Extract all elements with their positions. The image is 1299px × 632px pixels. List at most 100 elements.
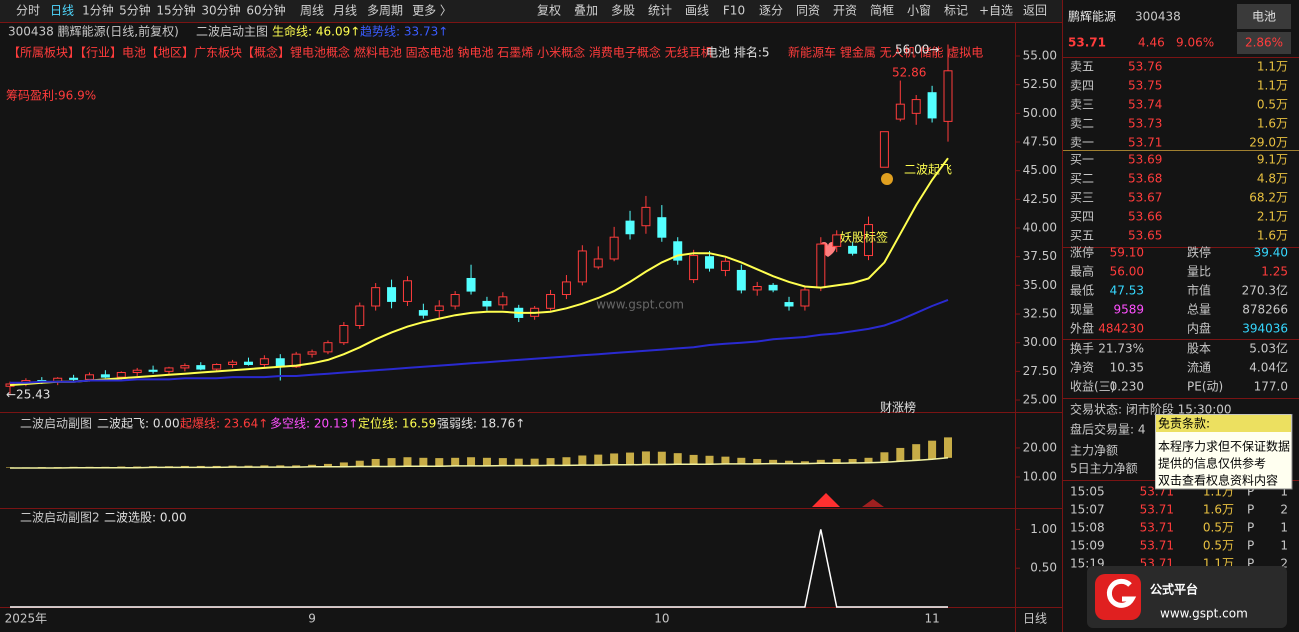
period-button[interactable]: 1分钟 bbox=[82, 3, 114, 18]
tool-button[interactable]: +自选 bbox=[979, 4, 1013, 18]
bar bbox=[419, 457, 428, 467]
candle-body bbox=[355, 305, 365, 326]
fund-value: 10.35 bbox=[1110, 361, 1144, 375]
bar bbox=[387, 458, 396, 467]
bar bbox=[530, 458, 539, 466]
tool-button[interactable]: 逐分 bbox=[759, 4, 783, 18]
bar bbox=[546, 458, 555, 466]
tooltip-line: 双击查看权息资料内容 bbox=[1158, 473, 1278, 488]
book-volume: 1.1万 bbox=[1257, 79, 1288, 93]
stat-label: 最低 bbox=[1070, 284, 1094, 298]
period-button[interactable]: 更多 〉 bbox=[412, 4, 452, 18]
period-button[interactable]: 60分钟 bbox=[246, 3, 285, 18]
sector-rank: 电池 排名:5 bbox=[706, 45, 770, 60]
watermark: www.gspt.com bbox=[596, 298, 684, 312]
signal-markers bbox=[812, 493, 884, 507]
bar bbox=[451, 457, 460, 466]
period-button[interactable]: 月线 bbox=[333, 4, 357, 18]
tool-button[interactable]: 复权 bbox=[537, 4, 561, 18]
back-button[interactable]: 返回 bbox=[1023, 4, 1047, 18]
stat-value: 39.40 bbox=[1254, 246, 1288, 260]
x-tick-label: 2025年 bbox=[5, 612, 48, 626]
tool-button[interactable]: 统计 bbox=[648, 4, 672, 18]
y-tick-label: 20.00 bbox=[1023, 440, 1057, 454]
book-label: 卖五 bbox=[1070, 60, 1094, 74]
status-text: 盘后交易量: 4 bbox=[1070, 422, 1146, 437]
candle-body bbox=[673, 241, 683, 261]
stat-label: 量比 bbox=[1187, 265, 1211, 279]
stat-value: 9589 bbox=[1113, 303, 1144, 317]
bar bbox=[816, 459, 825, 464]
bar bbox=[498, 458, 507, 466]
y-tick-label: 32.50 bbox=[1023, 307, 1057, 321]
book-volume: 2.1万 bbox=[1257, 210, 1288, 224]
candle-body bbox=[752, 286, 762, 291]
book-label: 买三 bbox=[1070, 191, 1094, 205]
stat-label: 涨停 bbox=[1070, 245, 1094, 260]
candle-body bbox=[736, 269, 746, 291]
tool-button[interactable]: 同资 bbox=[796, 4, 820, 18]
stat-label: 现量 bbox=[1070, 303, 1094, 317]
candle-body bbox=[387, 287, 397, 302]
period-button[interactable]: 15分钟 bbox=[156, 3, 195, 18]
tool-button[interactable]: 多股 bbox=[611, 4, 635, 18]
y-tick-label: 55.00 bbox=[1023, 49, 1057, 63]
tool-button[interactable]: 标记 bbox=[944, 4, 968, 18]
candle-body bbox=[657, 217, 667, 238]
candle-body bbox=[228, 361, 238, 365]
chart-header: 趋势线: 33.73↑ bbox=[360, 25, 448, 39]
bar bbox=[896, 447, 905, 462]
fund-value: 4.04亿 bbox=[1249, 360, 1288, 375]
period-button[interactable]: 30分钟 bbox=[201, 3, 240, 18]
price-change: 4.46 bbox=[1138, 36, 1165, 50]
tool-button[interactable]: F10 bbox=[723, 4, 745, 18]
period-button[interactable]: 分时 bbox=[16, 4, 40, 18]
x-tick-label: 9 bbox=[308, 612, 316, 626]
period-button[interactable]: 日线 bbox=[50, 4, 74, 18]
last-price: 53.71 bbox=[1068, 36, 1106, 50]
candle-body bbox=[450, 294, 460, 307]
candle-body bbox=[434, 305, 444, 312]
fund-label: 流通 bbox=[1187, 361, 1211, 375]
bar bbox=[482, 457, 491, 466]
indicator-line bbox=[10, 457, 949, 469]
candle-body bbox=[466, 277, 476, 292]
period-button[interactable]: 多周期 bbox=[367, 4, 403, 18]
candle-body bbox=[323, 342, 333, 353]
tool-button[interactable]: 叠加 bbox=[574, 4, 598, 18]
annotation: 二波起飞 bbox=[904, 163, 952, 177]
indicator-line bbox=[9, 157, 949, 387]
period-button[interactable]: 5分钟 bbox=[119, 3, 151, 18]
tool-button[interactable]: 开资 bbox=[833, 4, 857, 18]
candle-body bbox=[768, 284, 778, 291]
candle-body bbox=[705, 256, 715, 269]
period-button[interactable]: 周线 bbox=[300, 4, 324, 18]
candle-body bbox=[100, 374, 110, 378]
book-label: 卖二 bbox=[1070, 117, 1094, 131]
bar bbox=[403, 457, 412, 467]
trade-flag: P bbox=[1247, 485, 1254, 499]
bar bbox=[435, 458, 444, 467]
annotation: 财涨榜 bbox=[880, 400, 916, 415]
book-price: 53.65 bbox=[1128, 229, 1162, 243]
candle-body bbox=[148, 369, 158, 372]
stat-value: 1.25 bbox=[1261, 265, 1288, 279]
tool-button[interactable]: 小窗 bbox=[907, 4, 931, 18]
trade-price: 53.71 bbox=[1140, 521, 1174, 535]
trade-volume: 0.5万 bbox=[1203, 521, 1234, 535]
legend-item: 多空线: 20.13↑ bbox=[270, 417, 358, 431]
trade-price: 53.71 bbox=[1140, 539, 1174, 553]
candle-body bbox=[339, 324, 349, 344]
book-volume: 9.1万 bbox=[1257, 153, 1288, 167]
tool-button[interactable]: 画线 bbox=[685, 4, 709, 18]
candle-body bbox=[116, 372, 126, 378]
candle-body bbox=[482, 300, 492, 307]
bar bbox=[626, 452, 635, 465]
stat-value: 484230 bbox=[1098, 322, 1144, 336]
quote-panel: 鹏辉能源 300438 电池 53.71 4.46 9.06% 2.86% 卖五 53.76 1.… bbox=[1063, 4, 1299, 571]
bar bbox=[308, 464, 317, 467]
tool-button[interactable]: 简框 bbox=[870, 4, 894, 18]
candle-body bbox=[546, 294, 556, 309]
fund-label: PE(动) bbox=[1187, 380, 1223, 394]
